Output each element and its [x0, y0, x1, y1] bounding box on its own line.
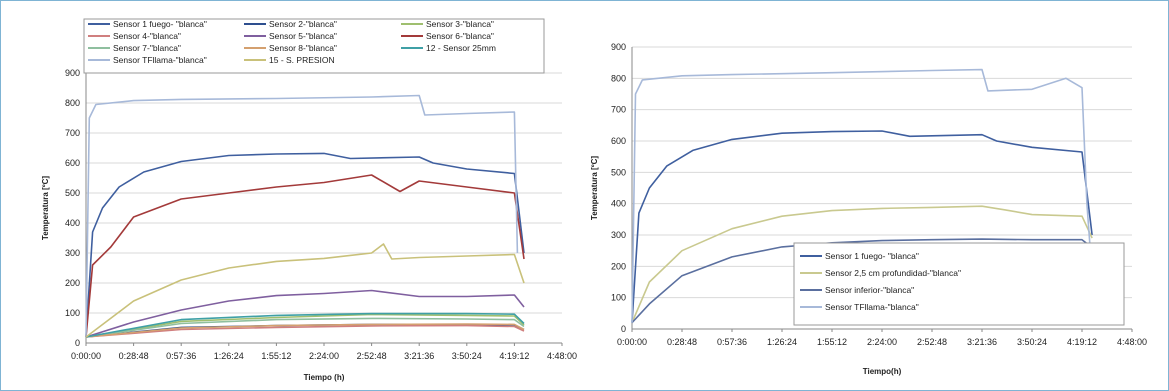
- y-tick-label: 100: [611, 293, 626, 303]
- y-tick-label: 600: [65, 158, 80, 168]
- y-tick-label: 100: [65, 308, 80, 318]
- legend-entry: Sensor inferior-"blanca": [825, 285, 914, 295]
- y-tick-label: 400: [65, 218, 80, 228]
- x-tick-label: 1:55:12: [261, 351, 291, 361]
- y-tick-label: 900: [65, 68, 80, 78]
- y-tick-label: 300: [65, 248, 80, 258]
- legend-entry: 15 - S. PRESION: [269, 55, 335, 65]
- y-tick-label: 800: [611, 73, 626, 83]
- x-tick-label: 0:57:36: [717, 337, 747, 347]
- legend-entry: Sensor TFllama-"blanca": [113, 55, 207, 65]
- y-tick-label: 200: [65, 278, 80, 288]
- x-tick-label: 3:21:36: [404, 351, 434, 361]
- series-line: [85, 174, 525, 338]
- legend-entry: Sensor 8-"blanca": [269, 43, 337, 53]
- legend-entry: Sensor 2-"blanca": [269, 19, 337, 29]
- x-tick-label: 3:50:24: [452, 351, 482, 361]
- y-tick-label: 500: [611, 167, 626, 177]
- x-tick-label: 0:57:36: [166, 351, 196, 361]
- chart-left: 0 100 200 300 400 500 600 700 800 900 0:00:00 0:28:…: [41, 18, 577, 382]
- y-tick-label: 200: [611, 261, 626, 271]
- x-tick-label: 2:52:48: [357, 351, 387, 361]
- x-tick-label: 3:21:36: [967, 337, 997, 347]
- x-tick-label: 1:26:24: [214, 351, 244, 361]
- y-tick-label: 600: [611, 136, 626, 146]
- legend-entry: Sensor 2,5 cm profundidad-"blanca": [825, 268, 961, 278]
- series-line: [85, 243, 525, 338]
- series-line: [631, 205, 1093, 324]
- x-tick-label: 2:24:00: [309, 351, 339, 361]
- x-tick-label: 0:00:00: [617, 337, 647, 347]
- x-axis-title: Tiempo(h): [863, 367, 902, 376]
- legend-box: [793, 242, 1125, 326]
- legend-entry: 12 - Sensor 25mm: [426, 43, 496, 53]
- y-tick-label: 800: [65, 98, 80, 108]
- y-tick-label: 700: [611, 105, 626, 115]
- legend-entry: Sensor 1 fuego- "blanca": [113, 19, 207, 29]
- x-tick-label: 0:00:00: [71, 351, 101, 361]
- x-axis-title: Tiempo (h): [304, 373, 345, 382]
- y-tick-label: 700: [65, 128, 80, 138]
- x-tick-label: 0:28:48: [667, 337, 697, 347]
- series-line: [631, 238, 1093, 324]
- series-line: [85, 152, 525, 338]
- y-tick-label: 300: [611, 230, 626, 240]
- series-line: [631, 68, 1095, 323]
- legend-entry: Sensor 6-"blanca": [426, 31, 494, 41]
- legend-entry: Sensor 3-"blanca": [426, 19, 494, 29]
- y-tick-label: 500: [65, 188, 80, 198]
- y-axis-title: Temperatura [ºC]: [41, 176, 50, 240]
- x-tick-label: 0:28:48: [119, 351, 149, 361]
- series-line: [85, 94, 519, 338]
- x-tick-label: 4:48:00: [547, 351, 577, 361]
- x-tick-label: 4:19:12: [499, 351, 529, 361]
- legend-entry: Sensor 1 fuego- "blanca": [825, 251, 919, 261]
- x-tick-label: 3:50:24: [1017, 337, 1047, 347]
- x-tick-label: 2:24:00: [867, 337, 897, 347]
- legend-entry: Sensor 7-"blanca": [113, 43, 181, 53]
- y-tick-label: 400: [611, 199, 626, 209]
- x-tick-label: 1:55:12: [817, 337, 847, 347]
- y-tick-label: 0: [621, 324, 626, 334]
- chart-right: 0 100 200 300 400 500 600 700 800 900 0:00:00 0:28:…: [590, 42, 1147, 376]
- legend-entry: Sensor TFllama-"blanca": [825, 302, 919, 312]
- legend-entry: Sensor 5-"blanca": [269, 31, 337, 41]
- x-tick-label: 4:48:00: [1117, 337, 1147, 347]
- legend-box: [83, 18, 545, 74]
- legend-entry: Sensor 4-"blanca": [113, 31, 181, 41]
- x-tick-label: 4:19:12: [1067, 337, 1097, 347]
- x-tick-label: 1:26:24: [767, 337, 797, 347]
- y-tick-label: 0: [75, 338, 80, 348]
- x-tick-label: 2:52:48: [917, 337, 947, 347]
- y-axis-title: Temperatura [ºC]: [590, 156, 599, 220]
- y-tick-label: 900: [611, 42, 626, 52]
